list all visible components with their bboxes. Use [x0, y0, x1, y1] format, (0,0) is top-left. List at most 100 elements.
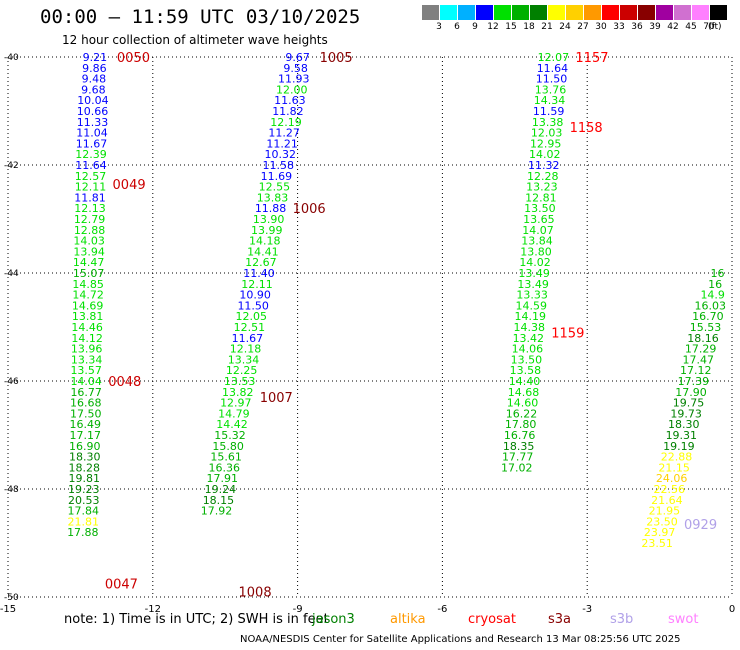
wave-height-value: 14.34 [534, 94, 566, 107]
color-legend-swatch [548, 5, 565, 20]
wave-height-value: 13.81 [72, 310, 104, 323]
wave-height-value: 13.34 [71, 353, 103, 366]
pass-time-label: 0049 [113, 178, 146, 193]
wave-height-value: 23.97 [644, 526, 676, 539]
color-legend-label: 21 [541, 22, 553, 32]
color-legend-swatch [530, 5, 547, 20]
wave-height-value: 16.77 [70, 386, 102, 399]
wave-height-value: 21.81 [68, 515, 100, 528]
wave-height-value: 16 [708, 278, 722, 291]
page-title: 00:00 – 11:59 UTC 03/10/2025 [40, 6, 361, 28]
color-legend-swatch [620, 5, 637, 20]
color-legend-swatch [440, 5, 457, 20]
wave-height-value: 14.12 [71, 332, 103, 345]
wave-height-value: 12.18 [230, 343, 262, 356]
wave-height-value: 19.81 [69, 472, 101, 485]
wave-height-value: 16.70 [692, 310, 724, 323]
wave-height-value: 19.19 [663, 440, 695, 453]
satellite-legend-cryosat: cryosat [468, 612, 516, 627]
wave-height-value: 12.05 [236, 310, 268, 323]
wave-height-value: 12.28 [527, 170, 559, 183]
wave-height-value: 16.49 [69, 418, 101, 431]
wave-height-value: 12.79 [74, 213, 106, 226]
wave-height-value: 11.69 [261, 170, 293, 183]
wave-height-value: 11.21 [266, 137, 298, 150]
color-legend-label: 9 [472, 22, 478, 32]
wave-height-value: 14.41 [247, 245, 279, 258]
wave-height-value: 9.68 [81, 83, 106, 96]
wave-height-value: 11.64 [537, 62, 569, 75]
wave-height-value: 12.55 [259, 181, 291, 194]
wave-height-value: 17.80 [505, 418, 537, 431]
wave-height-value: 17.12 [680, 364, 712, 377]
footer-note: note: 1) Time is in UTC; 2) SWH is in fe… [64, 612, 329, 627]
wave-height-value: 24.06 [656, 472, 688, 485]
wave-height-value: 13.65 [523, 213, 555, 226]
wave-height-value: 11.04 [76, 127, 108, 140]
color-legend-swatch [458, 5, 475, 20]
wave-height-value: 11.67 [232, 332, 264, 345]
color-legend-swatch [602, 5, 619, 20]
color-legend-swatch [656, 5, 673, 20]
color-legend-label: 18 [523, 22, 535, 32]
color-legend-swatch [494, 5, 511, 20]
wave-height-value: 19.75 [673, 397, 705, 410]
wave-height-value: 13.94 [73, 245, 105, 258]
wave-height-value: 17.88 [67, 526, 99, 539]
wave-height-value: 14.07 [522, 224, 554, 237]
wave-height-value: 15.80 [212, 440, 244, 453]
wave-height-value: 11.67 [76, 137, 108, 150]
lon-tick-label: -3 [582, 604, 592, 615]
wave-height-value: 21.95 [649, 505, 681, 518]
pass-time-label: 1005 [320, 51, 353, 66]
wave-height-value: 12.25 [226, 364, 258, 377]
wave-height-value: 18.28 [69, 461, 101, 474]
pass-time-label: 0048 [108, 375, 141, 390]
color-legend-swatch [512, 5, 529, 20]
wave-height-value: 14.19 [514, 310, 546, 323]
altimeter-track: 12.0711.6411.5013.7614.3411.5913.3812.03… [501, 51, 609, 474]
wave-height-value: 12.11 [75, 181, 107, 194]
wave-height-value: 13.50 [511, 353, 543, 366]
color-legend-label: 39 [649, 22, 661, 32]
color-legend-swatch [422, 5, 439, 20]
wave-height-value: 13.84 [521, 235, 553, 248]
pass-time-label: 0047 [105, 578, 138, 593]
color-legend-swatch [638, 5, 655, 20]
wave-height-value: 14.02 [519, 256, 551, 269]
wave-height-value: 14.9 [700, 289, 725, 302]
wave-height-value: 9.58 [283, 62, 308, 75]
color-legend-swatch [710, 5, 727, 20]
color-legend-unit: (ft) [708, 22, 722, 32]
wave-height-value: 12.51 [234, 321, 266, 334]
lon-tick-label: -15 [0, 604, 16, 615]
wave-height-value: 17.17 [69, 429, 101, 442]
lat-tick-label: -42 [4, 161, 19, 171]
lat-tick-label: -40 [4, 53, 19, 63]
map-grid [7, 56, 733, 598]
wave-height-value: 14.46 [71, 321, 103, 334]
wave-height-value: 21.15 [658, 461, 690, 474]
wave-height-value: 13.49 [517, 278, 549, 291]
wave-height-value: 15.53 [690, 321, 722, 334]
wave-height-value: 13.80 [520, 245, 552, 258]
color-legend-label: 3 [436, 22, 442, 32]
wave-height-value: 22.88 [661, 451, 693, 464]
lat-tick-label: -50 [4, 593, 19, 603]
wave-height-value: 12.95 [530, 137, 562, 150]
wave-height-value: 17.29 [685, 343, 717, 356]
pass-time-label: 1158 [570, 121, 603, 136]
wave-height-value: 14.18 [249, 235, 281, 248]
wave-height-value: 13.58 [510, 364, 542, 377]
pass-time-label: 1006 [293, 202, 326, 217]
wave-height-value: 13.82 [222, 386, 254, 399]
wave-height-value: 11.50 [536, 73, 568, 86]
wave-height-value: 12.07 [538, 51, 570, 64]
wave-height-value: 15.07 [73, 267, 105, 280]
wave-height-value: 11.27 [268, 127, 300, 140]
wave-height-value: 11.63 [274, 94, 306, 107]
wave-height-value: 11.33 [77, 116, 109, 129]
wave-height-value: 18.15 [203, 494, 235, 507]
